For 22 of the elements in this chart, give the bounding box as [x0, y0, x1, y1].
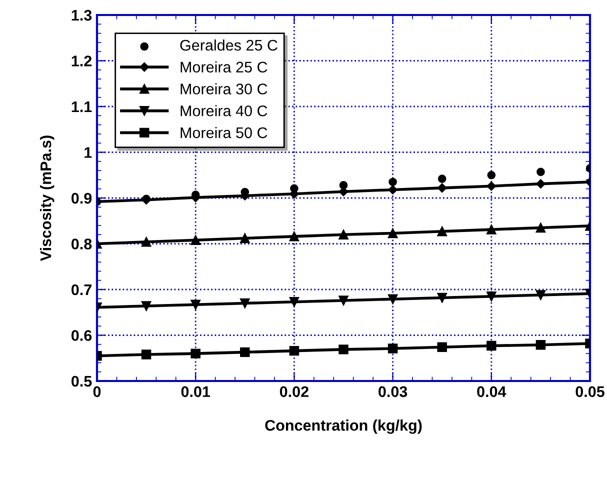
- y-tick-label: 0.7: [72, 284, 92, 296]
- legend-label: Moreira 25 C: [180, 61, 268, 73]
- x-tick-label: 0.02: [280, 386, 308, 398]
- x-tick-label: 0.04: [477, 386, 506, 398]
- y-tick-label: 0.9: [72, 192, 92, 204]
- y-axis-title: Viscosity (mPa.s): [40, 136, 54, 262]
- legend-label: Moreira 50 C: [180, 126, 268, 138]
- legend-label: Moreira 40 C: [180, 105, 268, 116]
- y-tick-label: 0.8: [72, 238, 92, 250]
- x-tick-label: 0: [93, 386, 101, 398]
- y-tick-label: 0.6: [72, 330, 92, 341]
- y-tick-label: 0.5: [72, 376, 92, 387]
- y-tick-label: 1.3: [72, 10, 92, 21]
- x-tick-label: 0.05: [576, 386, 604, 398]
- legend-label: Moreira 30 C: [180, 83, 268, 94]
- x-tick-label: 0.03: [378, 386, 408, 398]
- x-tick-label: 0.01: [181, 386, 210, 398]
- y-tick-label: 1.1: [72, 102, 92, 112]
- y-tick-label: 1: [84, 147, 92, 158]
- x-axis-title: Concentration (kg/kg): [265, 420, 422, 434]
- y-tick-label: 1.2: [72, 56, 92, 66]
- legend-label: Geraldes 25 C: [180, 39, 278, 51]
